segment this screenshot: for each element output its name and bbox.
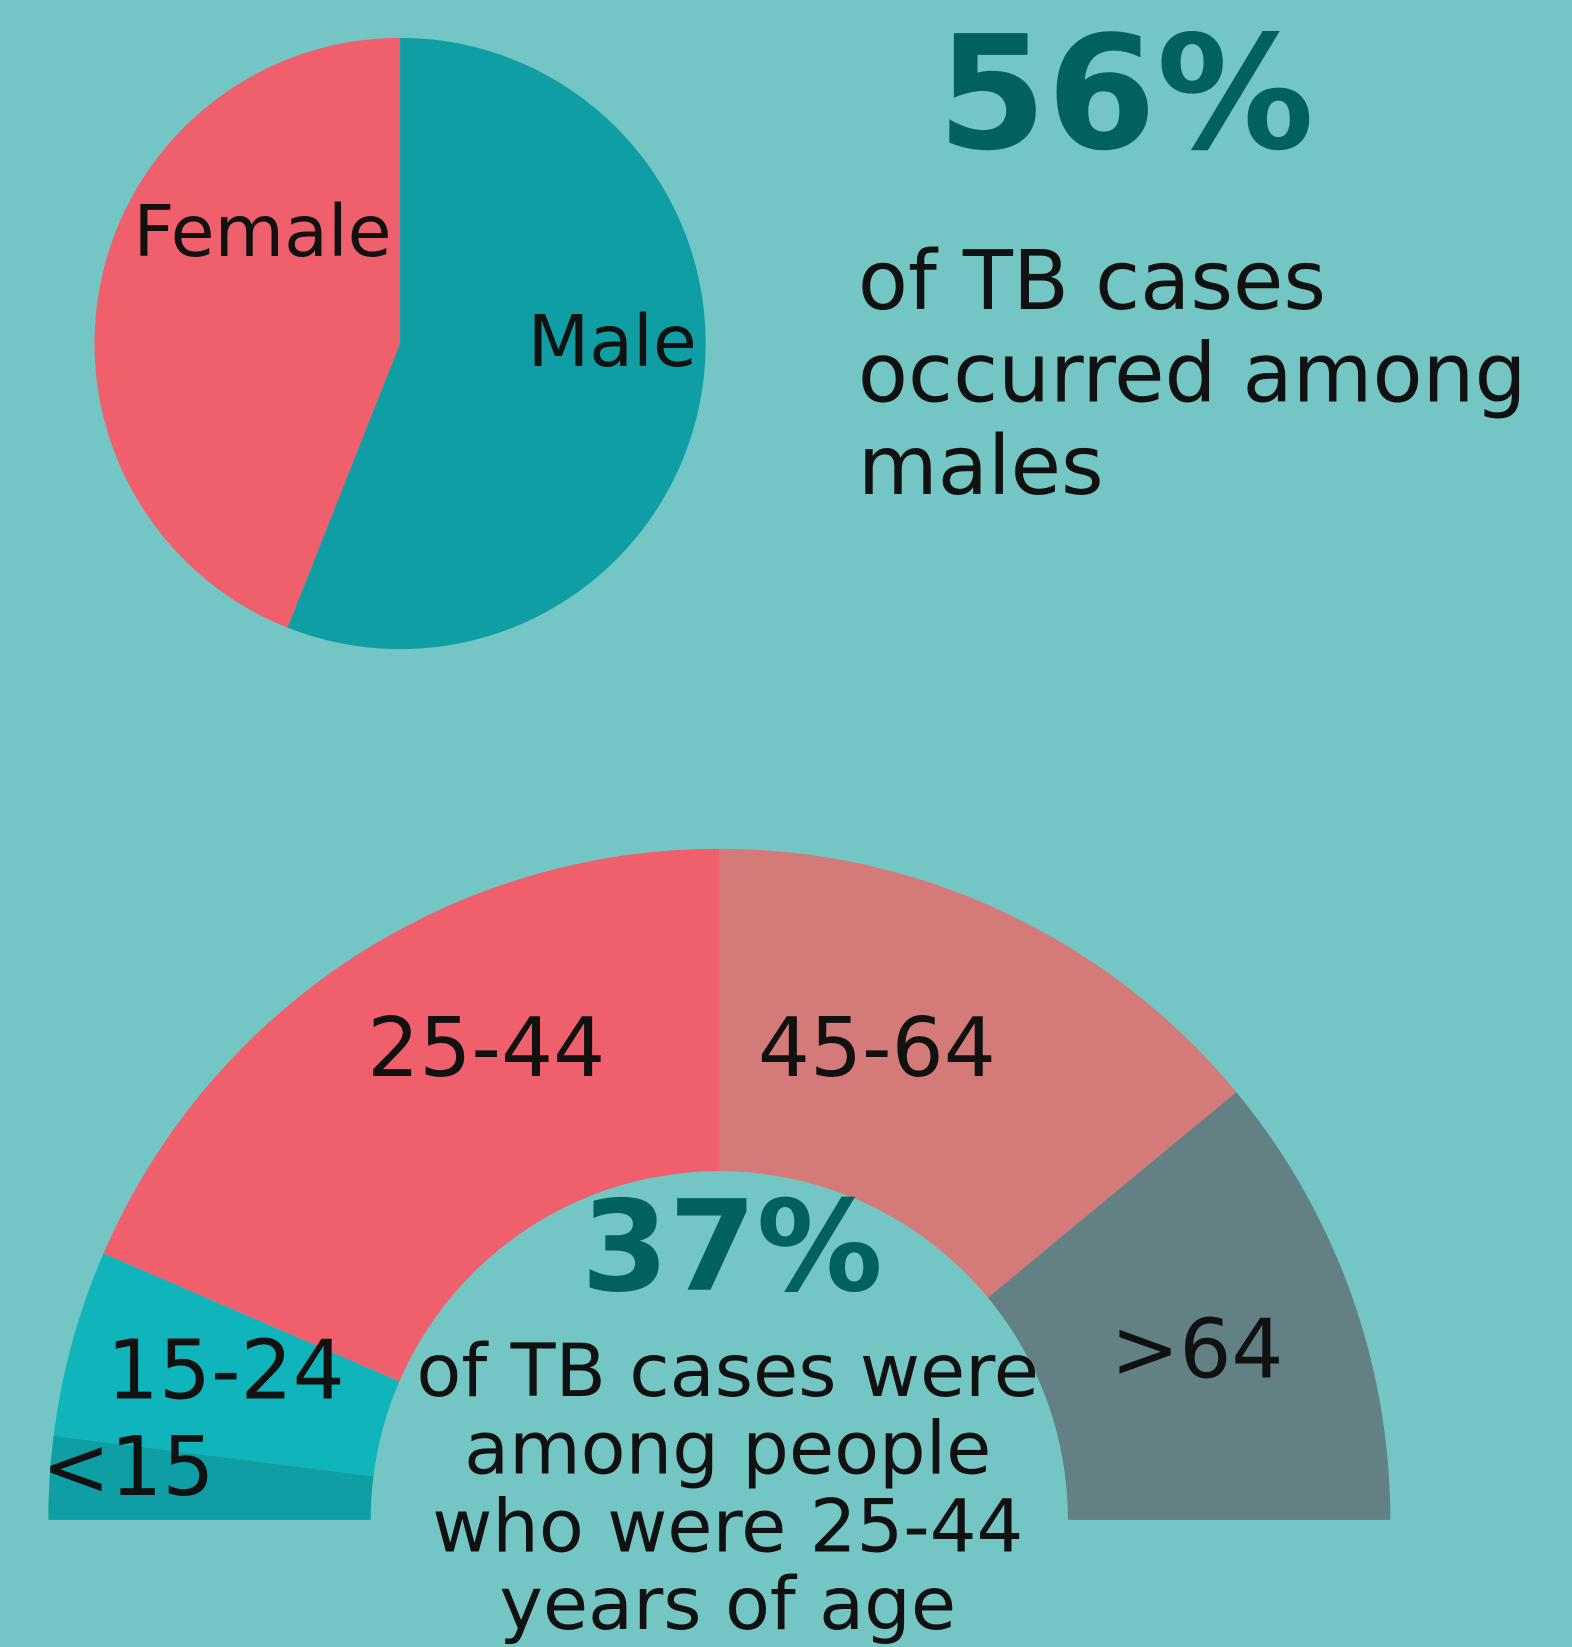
category-label: Female (133, 190, 391, 273)
caption-line: of TB cases were (416, 1329, 1039, 1414)
headline-value: 56% (937, 3, 1314, 186)
donut-segment (48, 1435, 374, 1520)
category-label: <15 (42, 1420, 215, 1515)
caption-line: who were 25-44 (432, 1484, 1023, 1569)
caption-line: of TB cases (858, 234, 1326, 329)
category-label: >64 (1111, 1302, 1284, 1397)
pie-slice (287, 37, 706, 650)
donut-segment (987, 1092, 1391, 1520)
headline-value: 37% (581, 1173, 883, 1320)
caption-line: among people (464, 1407, 991, 1492)
category-label: 15-24 (107, 1323, 345, 1418)
pie-slice (94, 37, 401, 628)
category-label: Male (528, 300, 697, 383)
donut-segment (103, 848, 720, 1382)
caption-line: years of age (499, 1562, 956, 1647)
donut-segment (719, 848, 1237, 1298)
caption-line: occurred among (858, 327, 1527, 422)
category-label: 25-44 (367, 1001, 605, 1096)
caption-line: males (858, 419, 1104, 514)
category-label: 45-64 (758, 1001, 996, 1096)
donut-segment (53, 1253, 400, 1477)
